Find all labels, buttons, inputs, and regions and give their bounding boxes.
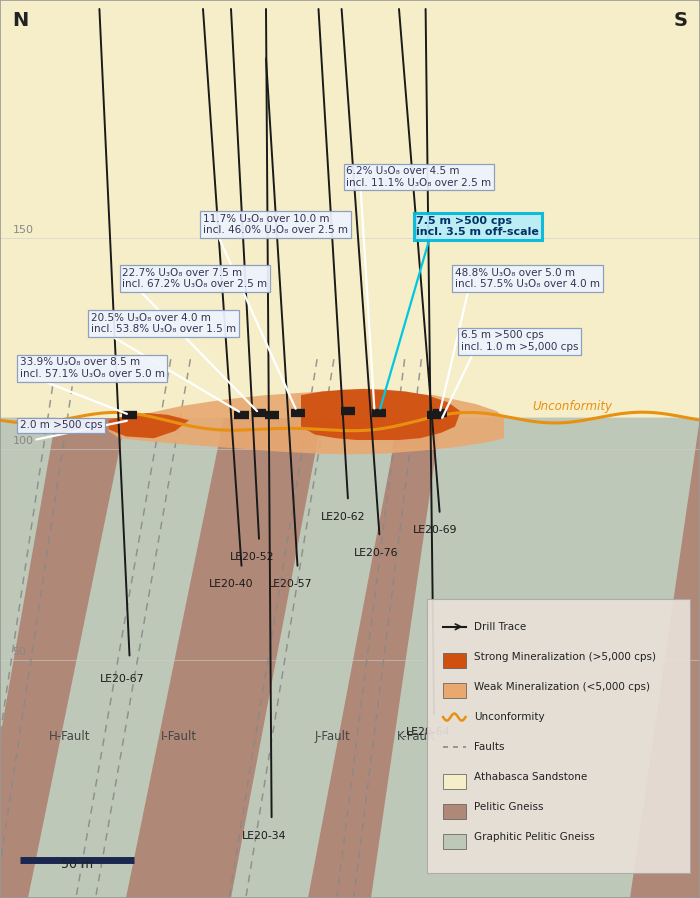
Text: 20.5% U₃O₈ over 4.0 m
incl. 53.8% U₃O₈ over 1.5 m: 20.5% U₃O₈ over 4.0 m incl. 53.8% U₃O₈ o…: [91, 313, 236, 334]
Text: LE20-57: LE20-57: [268, 579, 313, 589]
Text: LE20-76: LE20-76: [354, 548, 399, 558]
Text: LE20-40: LE20-40: [209, 579, 253, 589]
Text: LE20-34: LE20-34: [242, 831, 287, 841]
Text: Faults: Faults: [474, 742, 505, 753]
Text: LE20-69: LE20-69: [413, 525, 458, 535]
Polygon shape: [0, 418, 56, 898]
Text: 50: 50: [13, 647, 27, 657]
Text: 22.7% U₃O₈ over 7.5 m
incl. 67.2% U₃O₈ over 2.5 m: 22.7% U₃O₈ over 7.5 m incl. 67.2% U₃O₈ o…: [122, 268, 267, 289]
Text: Drill Trace: Drill Trace: [474, 621, 526, 632]
Text: 100: 100: [13, 436, 34, 446]
Text: LE20-67: LE20-67: [100, 674, 145, 683]
Text: 150: 150: [13, 225, 34, 235]
Text: Pelitic Gneiss: Pelitic Gneiss: [474, 803, 543, 813]
Bar: [443, 773, 466, 788]
Text: LE20-64: LE20-64: [406, 727, 451, 737]
Text: Weak Mineralization (<5,000 cps): Weak Mineralization (<5,000 cps): [474, 682, 650, 692]
Text: 11.7% U₃O₈ over 10.0 m
incl. 46.0% U₃O₈ over 2.5 m: 11.7% U₃O₈ over 10.0 m incl. 46.0% U₃O₈ …: [203, 214, 348, 235]
Bar: [443, 833, 466, 849]
Text: Unconformity: Unconformity: [532, 401, 612, 413]
Text: I-Fault: I-Fault: [160, 730, 197, 743]
Text: 6.5 m >500 cps
incl. 1.0 m >5,000 cps: 6.5 m >500 cps incl. 1.0 m >5,000 cps: [461, 330, 578, 352]
Text: 50 m: 50 m: [61, 858, 93, 871]
Text: N: N: [13, 11, 29, 30]
Text: 6.2% U₃O₈ over 4.5 m
incl. 11.1% U₃O₈ over 2.5 m: 6.2% U₃O₈ over 4.5 m incl. 11.1% U₃O₈ ov…: [346, 166, 491, 188]
Text: Strong Mineralization (>5,000 cps): Strong Mineralization (>5,000 cps): [474, 652, 656, 662]
Text: Unconformity: Unconformity: [474, 712, 545, 722]
Bar: [443, 804, 466, 819]
Text: 7.5 m >500 cps
incl. 3.5 m off-scale: 7.5 m >500 cps incl. 3.5 m off-scale: [416, 216, 540, 237]
Text: 33.9% U₃O₈ over 8.5 m
incl. 57.1% U₃O₈ over 5.0 m: 33.9% U₃O₈ over 8.5 m incl. 57.1% U₃O₈ o…: [20, 357, 164, 379]
Text: Athabasca Sandstone: Athabasca Sandstone: [474, 772, 587, 782]
Text: LE20-62: LE20-62: [321, 512, 365, 522]
Text: H-Fault: H-Fault: [49, 730, 91, 743]
FancyBboxPatch shape: [427, 599, 690, 873]
Bar: [443, 683, 466, 699]
Polygon shape: [231, 418, 399, 898]
Text: Graphitic Pelitic Gneiss: Graphitic Pelitic Gneiss: [474, 832, 595, 842]
Polygon shape: [371, 418, 700, 898]
Text: LE20-52: LE20-52: [230, 552, 274, 562]
Text: 48.8% U₃O₈ over 5.0 m
incl. 57.5% U₃O₈ over 4.0 m: 48.8% U₃O₈ over 5.0 m incl. 57.5% U₃O₈ o…: [455, 268, 600, 289]
Polygon shape: [28, 418, 224, 898]
Text: K-Fault: K-Fault: [397, 730, 436, 743]
Polygon shape: [301, 389, 461, 440]
Text: J-Fault: J-Fault: [314, 730, 351, 743]
Text: 2.0 m >500 cps: 2.0 m >500 cps: [20, 420, 102, 430]
Polygon shape: [108, 413, 189, 438]
Bar: [443, 653, 466, 668]
Text: S: S: [673, 11, 687, 30]
Polygon shape: [108, 391, 504, 454]
